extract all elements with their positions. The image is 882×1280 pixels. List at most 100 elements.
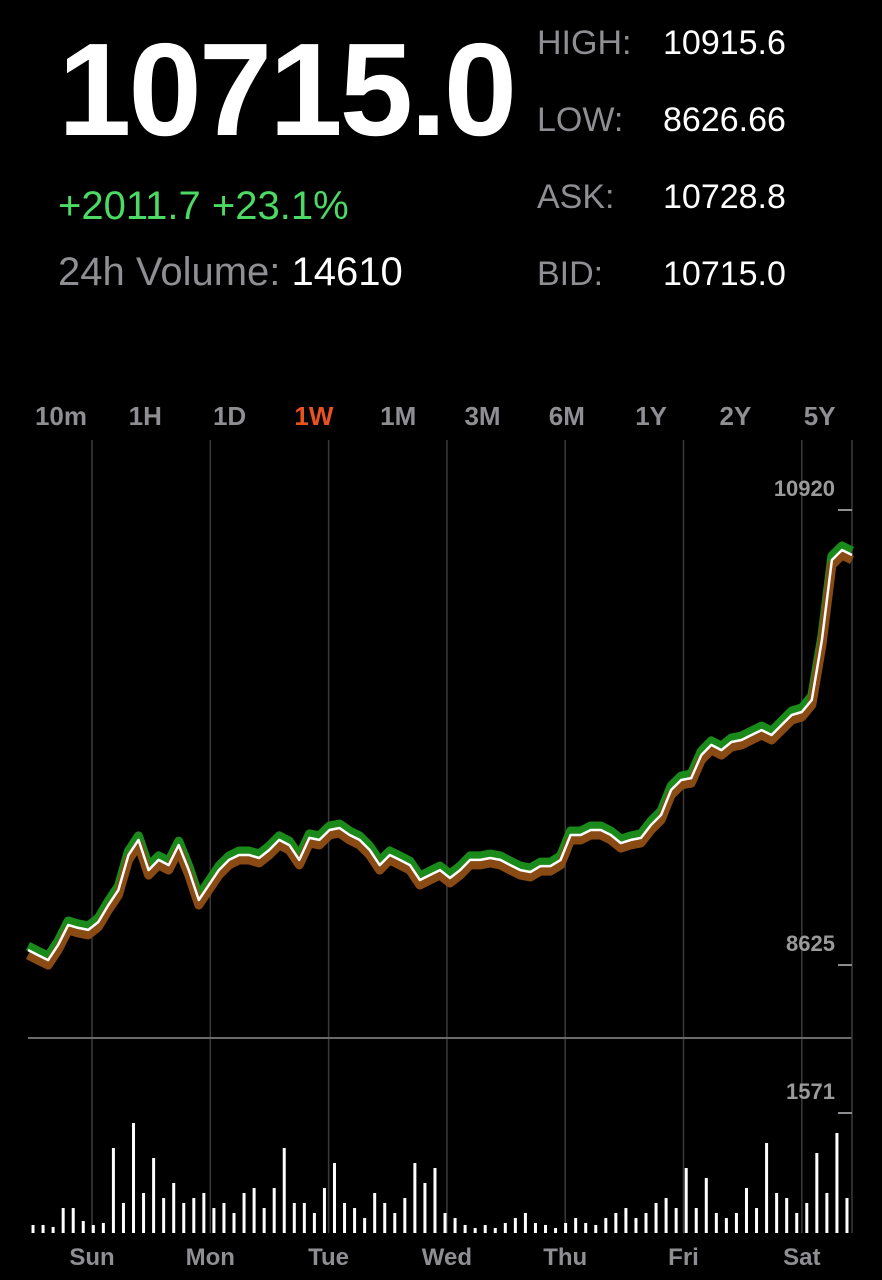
volume-bar (162, 1198, 166, 1233)
range-tab[interactable]: 1M (380, 401, 416, 431)
volume-bar (775, 1192, 779, 1233)
stat-label: HIGH: (537, 24, 632, 62)
volume-bar (805, 1202, 809, 1233)
volume-bar (634, 1218, 638, 1233)
volume-bar (584, 1222, 588, 1233)
volume-bar (443, 1212, 447, 1233)
stat-label: ASK: (537, 178, 615, 216)
y-tick-label: 10920 (774, 476, 835, 501)
stat-value: 8626.66 (663, 101, 786, 139)
volume-bar (654, 1202, 658, 1233)
bid-band (25, 550, 855, 970)
range-tab[interactable]: 1W (294, 401, 333, 431)
volume-bar (61, 1208, 65, 1233)
volume-bar (614, 1212, 618, 1233)
volume-bar (252, 1188, 256, 1233)
range-tab[interactable]: 10m (35, 401, 87, 431)
volume-bar (343, 1202, 347, 1233)
ask-band (25, 541, 855, 961)
volume-bar (272, 1188, 276, 1233)
volume-label: 24h Volume: (58, 250, 281, 294)
volume-value: 14610 (291, 250, 403, 294)
volume-bar (81, 1221, 85, 1233)
volume-bar (31, 1224, 35, 1233)
volume-bar (714, 1212, 718, 1233)
volume-bar (744, 1188, 748, 1233)
change-percent: +23.1% (211, 184, 349, 228)
volume-bar (684, 1168, 688, 1233)
volume-bar (41, 1224, 45, 1233)
volume-bar (111, 1147, 115, 1233)
volume-bar (393, 1212, 397, 1233)
volume-bar (363, 1218, 367, 1233)
volume-bar (91, 1224, 95, 1233)
volume-bar (734, 1212, 738, 1233)
volume-bar (192, 1198, 196, 1233)
range-tab[interactable]: 5Y (804, 401, 836, 431)
volume-bar (554, 1228, 558, 1233)
volume-bar (433, 1168, 437, 1233)
volume-bar (182, 1202, 186, 1233)
range-tab[interactable]: 1D (213, 401, 246, 431)
volume-bar (302, 1202, 306, 1233)
volume-bar (694, 1208, 698, 1233)
stat-value: 10728.8 (663, 178, 786, 216)
volume-bar (282, 1147, 286, 1233)
change-value: +2011.7 (58, 184, 201, 228)
volume-bar (403, 1198, 407, 1233)
volume-bar (624, 1208, 628, 1233)
volume-bar (312, 1212, 316, 1233)
volume-bar (704, 1178, 708, 1233)
volume-bar (724, 1218, 728, 1233)
volume-bar (503, 1222, 507, 1233)
volume-bar (262, 1208, 266, 1233)
volume-bar (523, 1212, 527, 1233)
volume-bar (533, 1222, 537, 1233)
range-tab[interactable]: 2Y (719, 401, 751, 431)
volume-bar (222, 1202, 226, 1233)
volume-bar (544, 1224, 548, 1233)
volume-bar (292, 1202, 296, 1233)
volume-bar (332, 1163, 336, 1233)
volume-bar (473, 1228, 477, 1233)
x-tick-label: Fri (668, 1244, 699, 1271)
x-tick-label: Wed (422, 1244, 472, 1271)
volume-bar (413, 1163, 417, 1233)
volume-bar (493, 1228, 497, 1233)
price: 10715.0 (58, 16, 517, 163)
volume: 24h Volume: 14610 (58, 250, 403, 295)
volume-bar (795, 1212, 799, 1233)
volume-bar (132, 1123, 136, 1233)
volume-bar (815, 1153, 819, 1233)
volume-bar (674, 1208, 678, 1233)
volume-bar (322, 1188, 326, 1233)
x-tick-label: Mon (186, 1244, 235, 1271)
volume-bar (232, 1212, 236, 1233)
volume-bar (121, 1202, 125, 1233)
x-tick-label: Sun (69, 1244, 114, 1271)
range-tab[interactable]: 1Y (635, 401, 667, 431)
volume-bar (483, 1224, 487, 1233)
range-tab[interactable]: 1H (129, 401, 162, 431)
change: +2011.7 +23.1% (58, 184, 349, 229)
volume-bar (212, 1208, 216, 1233)
volume-bar (664, 1198, 668, 1233)
volume-bar (202, 1192, 206, 1233)
volume-bar (71, 1208, 75, 1233)
range-tab[interactable]: 6M (549, 401, 585, 431)
volume-bar (644, 1212, 648, 1233)
volume-bar (564, 1222, 568, 1233)
chart: 10m 1H 1D 1W 1M 3M 6M 1Y 2Y 5Y Sun Mon Tue Wed Thu Fri S… (25, 401, 855, 1271)
range-tab[interactable]: 3M (464, 401, 500, 431)
volume-bar (463, 1224, 467, 1233)
stat-label: LOW: (537, 101, 624, 139)
volume-bar (172, 1182, 176, 1233)
volume-bar (152, 1157, 156, 1233)
volume-bar (453, 1218, 457, 1233)
volume-bar (835, 1133, 839, 1233)
volume-bar (51, 1226, 55, 1233)
volume-bar (845, 1198, 849, 1233)
volume-bar (765, 1143, 769, 1233)
x-tick-label: Tue (308, 1244, 349, 1271)
